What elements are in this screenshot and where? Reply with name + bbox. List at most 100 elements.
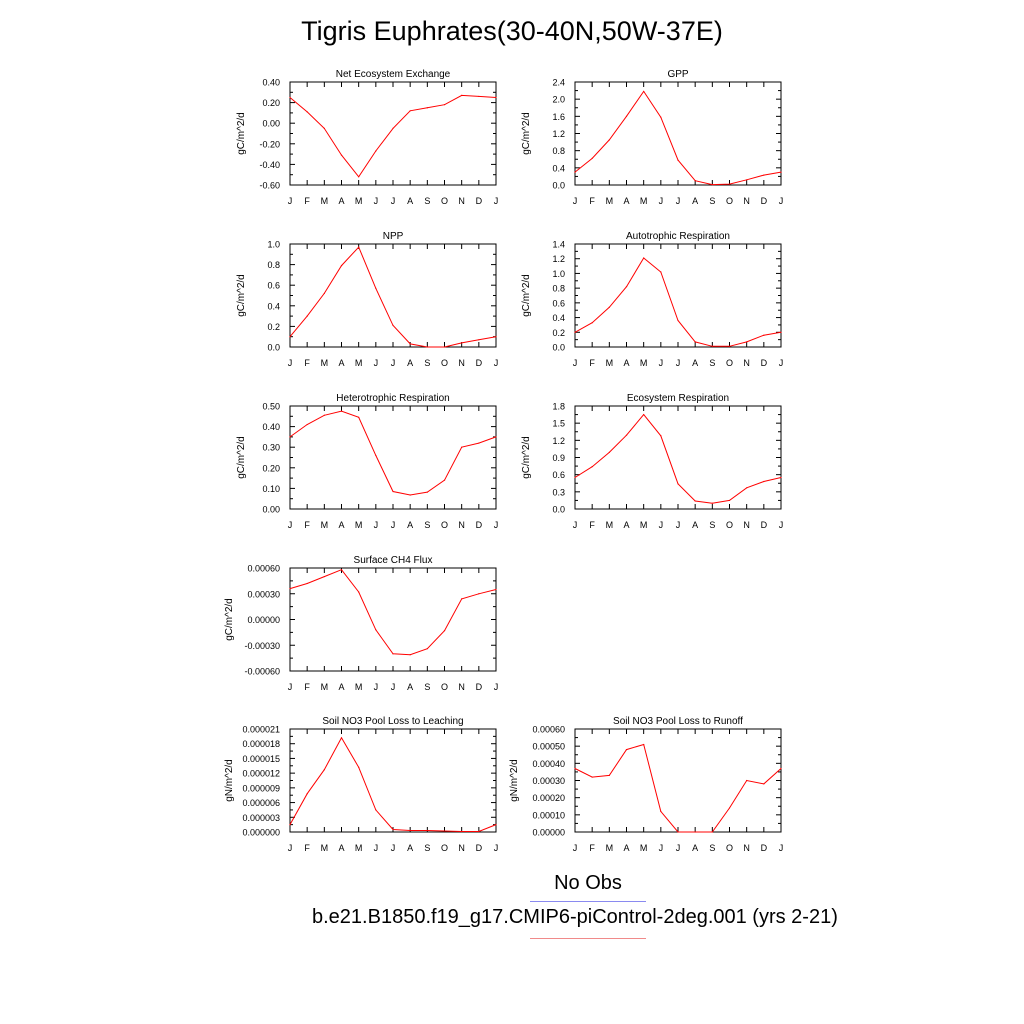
x-tick-label: O: [441, 520, 448, 530]
x-tick-label: A: [338, 196, 344, 206]
series-line: [574, 413, 782, 504]
data-point: [728, 499, 731, 502]
x-tick-label: F: [304, 358, 310, 368]
data-point: [625, 286, 628, 288]
data-point: [660, 435, 662, 437]
plot-frame: [289, 81, 497, 186]
x-tick-label: S: [709, 520, 715, 530]
x-tick-label: A: [692, 196, 698, 206]
data-point: [625, 115, 628, 117]
data-point: [780, 331, 782, 333]
chart-panel: Heterotrophic Respiration gC/m^2/d 0.50 0.4…: [236, 393, 498, 530]
data-point: [763, 480, 765, 483]
x-tick-label: J: [676, 196, 681, 206]
x-tick-label: D: [476, 520, 483, 530]
x-tick-label: J: [779, 196, 784, 206]
legend-no-obs-line: [530, 901, 646, 902]
data-point: [289, 336, 291, 338]
x-tick-label: S: [709, 196, 715, 206]
x-tick-label: N: [743, 520, 750, 530]
y-tick-label: 0.20: [262, 463, 280, 473]
x-tick-label: J: [288, 520, 293, 530]
data-point: [711, 183, 713, 186]
data-point: [426, 829, 428, 832]
y-tick-label: 0.30: [262, 443, 280, 453]
data-point: [728, 807, 731, 809]
data-point: [677, 483, 679, 485]
data-point: [358, 591, 360, 593]
panel-title: Surface CH4 Flux: [354, 555, 433, 566]
x-tick-label: J: [659, 196, 664, 206]
x-tick-label: D: [476, 196, 483, 206]
series-line: [289, 246, 497, 348]
data-point: [746, 779, 748, 782]
y-tick-label: 0.4: [552, 313, 565, 323]
x-tick-label: N: [458, 196, 465, 206]
data-point: [780, 171, 782, 173]
data-point: [677, 159, 679, 161]
data-point: [426, 107, 428, 109]
y-tick-label: 0.6: [552, 298, 565, 308]
data-point: [728, 183, 731, 185]
x-tick-label: N: [743, 843, 750, 853]
data-point: [323, 127, 325, 129]
data-point: [660, 116, 662, 118]
data-point: [443, 346, 446, 348]
y-axis-label: gN/m^2/d: [509, 759, 520, 802]
data-point: [358, 416, 360, 418]
x-tick-label: D: [476, 843, 483, 853]
data-point: [495, 436, 497, 438]
x-tick-label: J: [391, 520, 396, 530]
x-tick-label: M: [640, 520, 648, 530]
y-axis-label: gC/m^2/d: [521, 274, 532, 317]
data-point: [461, 94, 463, 96]
data-point: [608, 451, 610, 453]
x-tick-label: D: [761, 196, 768, 206]
series-line: [289, 569, 497, 656]
x-tick-label: D: [761, 843, 768, 853]
y-tick-label: 2.0: [552, 95, 565, 105]
x-tick-label: S: [424, 520, 430, 530]
panel-title: Ecosystem Respiration: [627, 393, 729, 404]
x-tick-label: J: [494, 358, 499, 368]
x-tick-label: M: [640, 843, 648, 853]
y-axis-label: gC/m^2/d: [521, 112, 532, 155]
y-tick-label: 0.0: [552, 505, 565, 515]
data-point: [591, 466, 593, 468]
x-tick-label: A: [338, 843, 344, 853]
legend-case-label: b.e21.B1850.f19_g17.CMIP6-piControl-2deg…: [312, 906, 838, 928]
y-tick-label: 0.4: [552, 163, 565, 173]
data-point: [763, 783, 765, 785]
data-point: [392, 828, 394, 831]
data-point: [694, 500, 696, 502]
y-tick-label: -0.40: [259, 160, 280, 170]
x-tick-label: J: [573, 520, 578, 530]
series-line: [574, 743, 782, 833]
data-point: [677, 831, 679, 833]
data-point: [443, 630, 446, 632]
y-tick-label: 0.0: [267, 343, 280, 353]
x-tick-label: S: [709, 843, 715, 853]
x-tick-label: J: [391, 843, 396, 853]
data-point: [392, 127, 394, 129]
x-tick-label: J: [374, 843, 379, 853]
y-tick-label: 0.00030: [532, 776, 565, 786]
data-point: [574, 476, 576, 479]
data-point: [728, 345, 731, 347]
data-point: [375, 629, 377, 631]
data-point: [461, 342, 463, 344]
data-point: [340, 154, 343, 156]
y-tick-label: 0.000000: [242, 828, 280, 838]
x-tick-label: J: [659, 520, 664, 530]
x-tick-label: M: [606, 520, 614, 530]
data-point: [694, 341, 696, 343]
y-tick-label: 1.2: [552, 254, 565, 264]
x-tick-label: J: [494, 843, 499, 853]
data-point: [409, 829, 411, 832]
data-point: [711, 345, 713, 347]
y-tick-label: 0.00030: [247, 589, 280, 599]
x-tick-label: J: [288, 682, 293, 692]
y-tick-label: 0.8: [552, 146, 565, 156]
